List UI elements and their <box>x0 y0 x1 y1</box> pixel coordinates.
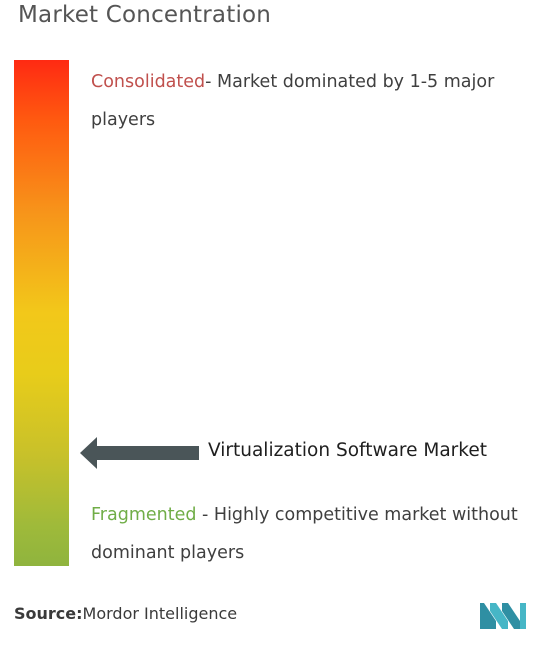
chart-title: Market Concentration <box>18 2 272 28</box>
concentration-gradient-bar <box>14 60 69 566</box>
source-line: Source:Mordor Intelligence <box>14 604 237 623</box>
market-marker-label: Virtualization Software Market <box>208 440 487 461</box>
mordor-intelligence-logo-icon <box>480 603 526 629</box>
fragmented-description: Fragmented - Highly competitive market w… <box>91 496 553 572</box>
consolidated-label: Consolidated <box>91 72 206 92</box>
source-name: Mordor Intelligence <box>82 604 238 623</box>
fragmented-text: - Highly competitive market without domi… <box>91 505 518 563</box>
fragmented-label: Fragmented <box>91 505 197 525</box>
source-label: Source: <box>14 604 83 623</box>
left-arrow-icon <box>80 437 199 469</box>
consolidated-description: Consolidated- Market dominated by 1-5 ma… <box>91 63 541 139</box>
consolidated-text: - Market dominated by 1-5 major players <box>91 72 495 130</box>
